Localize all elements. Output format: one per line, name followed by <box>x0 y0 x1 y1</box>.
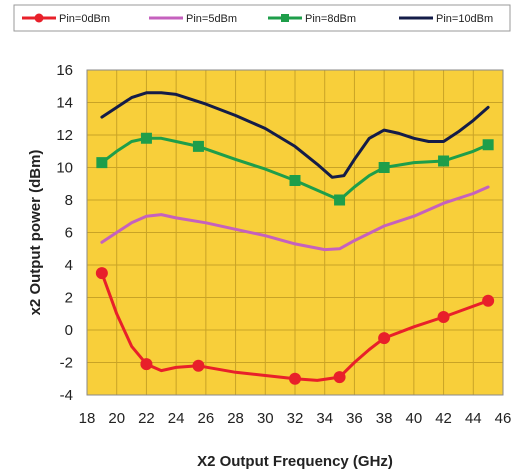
data-point <box>192 359 205 372</box>
data-point <box>438 155 450 167</box>
y-tick-label: 16 <box>56 62 73 79</box>
x-tick-label: 36 <box>346 410 363 427</box>
legend-marker <box>34 13 44 23</box>
x-tick-label: 40 <box>406 410 423 427</box>
x-tick-label: 30 <box>257 410 274 427</box>
data-point <box>96 157 108 169</box>
legend-entry: Pin=5dBm <box>149 13 237 25</box>
data-point <box>437 311 450 323</box>
series-line <box>100 91 490 179</box>
x-tick-label: 20 <box>108 410 125 427</box>
legend-label: Pin=5dBm <box>186 13 237 25</box>
y-axis-ticks: -4 -2 0 2 4 6 8 10 12 14 16 <box>56 62 73 404</box>
y-tick-label: 14 <box>56 95 73 112</box>
data-point <box>378 332 391 345</box>
y-tick-label: 2 <box>65 290 73 307</box>
legend-label: Pin=10dBm <box>436 13 493 25</box>
legend-label: Pin=8dBm <box>305 13 356 25</box>
data-point <box>192 140 204 152</box>
plot-frame <box>86 69 504 396</box>
y-tick-label: -2 <box>60 355 73 372</box>
data-point <box>289 175 301 186</box>
series-1 <box>95 267 495 385</box>
y-tick-label: 4 <box>65 257 73 274</box>
x-axis-title: X2 Output Frequency (GHz) <box>197 453 393 470</box>
gridlines <box>86 69 504 396</box>
y-tick-label: 10 <box>56 160 73 177</box>
x-tick-label: 28 <box>227 410 244 427</box>
x-tick-label: 38 <box>376 410 393 427</box>
data-point <box>482 139 494 151</box>
x-tick-label: 18 <box>79 410 96 427</box>
legend-entry: Pin=8dBm <box>268 13 356 25</box>
x-tick-label: 32 <box>287 410 304 427</box>
data-point <box>289 372 301 385</box>
x-tick-label: 42 <box>435 410 452 427</box>
series-layer <box>95 91 495 385</box>
data-point <box>140 132 152 144</box>
data-point <box>95 267 108 280</box>
x-tick-label: 26 <box>198 410 215 427</box>
y-axis-title: x2 Output power (dBm) <box>27 150 44 316</box>
data-point <box>333 371 346 384</box>
series-3 <box>96 132 494 206</box>
y-tick-label: 8 <box>65 192 73 209</box>
y-tick-label: -4 <box>60 387 73 404</box>
series-2 <box>100 185 490 252</box>
legend-label: Pin=0dBm <box>59 13 110 25</box>
y-tick-label: 0 <box>65 322 73 339</box>
legend-marker <box>281 14 289 22</box>
legend-entry: Pin=10dBm <box>399 13 493 25</box>
y-tick-label: 6 <box>65 225 73 242</box>
y-tick-label: 12 <box>56 127 73 144</box>
x-tick-label: 46 <box>495 410 512 427</box>
x-axis-ticks: 18 20 22 24 26 28 30 32 34 36 38 40 42 44 46 <box>79 410 512 427</box>
x-tick-label: 44 <box>465 410 482 427</box>
x-tick-label: 22 <box>138 410 155 427</box>
x-tick-label: 34 <box>316 410 333 427</box>
data-point <box>334 194 346 206</box>
series-line <box>100 185 490 252</box>
data-point <box>482 294 495 307</box>
legend-entry: Pin=0dBm <box>22 13 110 25</box>
chart-legend: Pin=0dBm Pin=5dBm Pin=8dBm Pin=10dBm <box>13 4 511 32</box>
series-4 <box>100 91 490 179</box>
data-point <box>378 162 390 173</box>
x-tick-label: 24 <box>168 410 185 427</box>
data-point <box>140 358 153 371</box>
